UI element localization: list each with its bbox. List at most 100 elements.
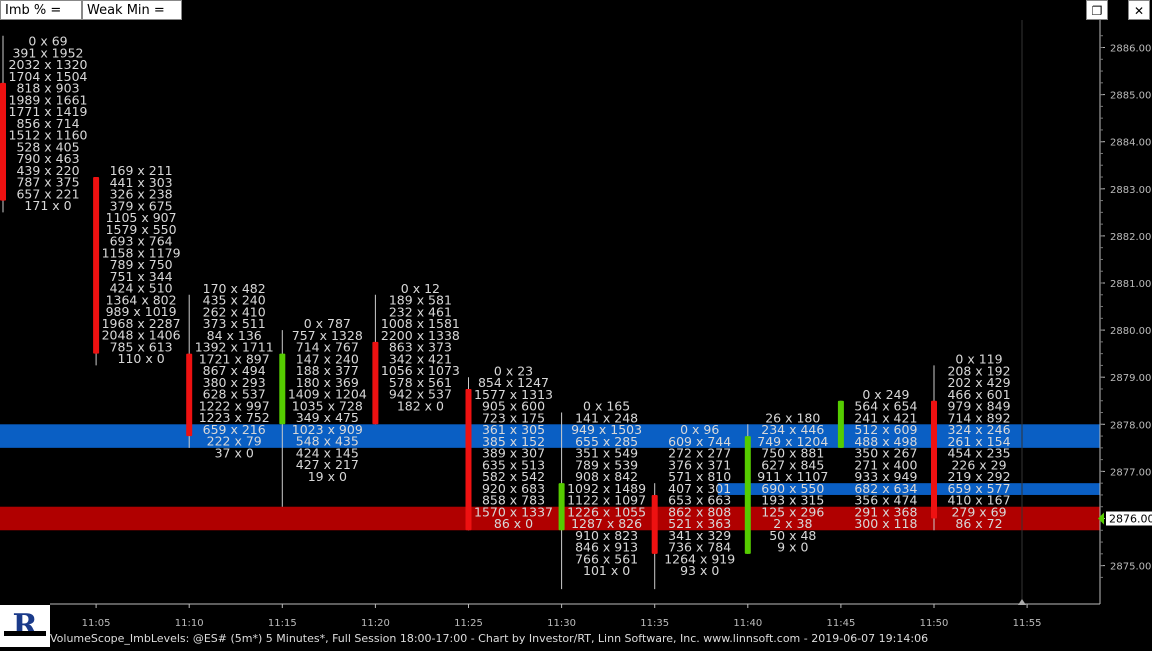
footprint-cell: 279 x 69: [951, 504, 1006, 519]
x-tick-label: 11:30: [547, 618, 576, 629]
y-tick-label: 2883.00: [1110, 185, 1151, 196]
footprint-cell: 2032 x 1320: [9, 57, 88, 72]
y-tick-label: 2882.00: [1110, 232, 1151, 243]
logo-letter: R: [13, 608, 39, 643]
footprint-cell: 751 x 344: [110, 269, 173, 284]
footprint-cell: 261 x 154: [947, 434, 1010, 449]
footprint-cell: 193 x 315: [761, 493, 824, 508]
footprint-cell: 0 x 69: [28, 34, 67, 49]
footprint-cell: 1056 x 1073: [381, 363, 460, 378]
footprint-cell: 2048 x 1406: [102, 328, 181, 343]
footprint-cell: 222 x 79: [207, 434, 262, 449]
footprint-cell: 2200 x 1338: [381, 328, 460, 343]
footprint-cell: 1223 x 752: [199, 410, 270, 425]
footprint-cell: 188 x 377: [296, 363, 359, 378]
footprint-cell: 1008 x 1581: [381, 316, 460, 331]
footprint-cell: 50 x 48: [769, 528, 816, 543]
footprint-cell: 528 x 405: [16, 139, 79, 154]
footprint-cell: 790 x 463: [16, 151, 79, 166]
footprint-cell: 933 x 949: [854, 469, 917, 484]
candle-body-11:25[interactable]: [465, 388, 472, 531]
footprint-cell: 863 x 373: [389, 340, 452, 355]
footprint-cell: 1704 x 1504: [9, 69, 88, 84]
footprint-cell: 189 x 581: [389, 293, 452, 308]
footprint-cell: 271 x 400: [854, 457, 917, 472]
footprint-cell: 110 x 0: [118, 351, 165, 366]
footprint-cell: 0 x 787: [304, 316, 351, 331]
candle-body-11:45[interactable]: [837, 400, 844, 448]
footprint-cell: 84 x 136: [207, 328, 262, 343]
footprint-cell: 1409 x 1204: [288, 387, 367, 402]
footprint-cell: 101 x 0: [583, 563, 630, 578]
footprint-cell: 0 x 119: [955, 352, 1002, 367]
footprint-cell: 380 x 293: [203, 375, 266, 390]
footprint-cell: 1158 x 1179: [102, 245, 181, 260]
footprint-cell: 272 x 277: [668, 446, 731, 461]
footprint-cell: 942 x 537: [389, 387, 452, 402]
footprint-cell: 300 x 118: [854, 516, 917, 531]
footprint-cell: 846 x 913: [575, 540, 638, 555]
footprint-cell: 682 x 634: [854, 481, 917, 496]
footprint-cell: 1122 x 1097: [567, 493, 646, 508]
footprint-cell: 911 x 1107: [757, 469, 828, 484]
x-tick-label: 11:25: [454, 618, 483, 629]
footprint-cell: 571 x 810: [668, 469, 731, 484]
candle-body-11:50[interactable]: [931, 400, 937, 519]
chart-caption: VolumeScope_ImbLevels: @ES# (5m*) 5 Minu…: [50, 632, 929, 645]
candle-body-11:05[interactable]: [93, 177, 100, 354]
footprint-cell: 0 x 23: [494, 363, 533, 378]
candle-body-11:20[interactable]: [372, 341, 379, 425]
footprint-cell: 818 x 903: [16, 81, 79, 96]
x-tick-label: 11:10: [175, 618, 204, 629]
footprint-cell: 1579 x 550: [106, 222, 177, 237]
ask-imbalance-band-1: [717, 483, 1100, 495]
footprint-cell: 1392 x 1711: [195, 340, 274, 355]
footprint-cell: 862 x 808: [668, 504, 731, 519]
footprint-cell: 920 x 683: [482, 481, 545, 496]
footprint-cell: 1364 x 802: [106, 292, 177, 307]
current-price-label: 2876.00: [1109, 513, 1152, 526]
candle-body-11:35[interactable]: [651, 494, 658, 554]
footprint-cell: 356 x 474: [854, 493, 917, 508]
y-tick-label: 2878.00: [1110, 420, 1151, 431]
footprint-cell: 564 x 654: [854, 399, 917, 414]
footprint-cell: 439 x 220: [16, 163, 79, 178]
weak-min-label[interactable]: Weak Min = 100: [82, 0, 182, 38]
footprint-cell: 342 x 421: [389, 351, 452, 366]
candle-body-11:10[interactable]: [186, 353, 193, 437]
footprint-cell: 350 x 267: [854, 446, 917, 461]
footprint-cell: 1035 x 728: [292, 398, 363, 413]
footprint-cell: 232 x 461: [389, 304, 452, 319]
candle-body-11:00[interactable]: [0, 82, 6, 201]
y-tick-label: 2877.00: [1110, 467, 1151, 478]
footprint-cell: 854 x 1247: [478, 375, 549, 390]
footprint-cell: 19 x 0: [308, 469, 347, 484]
footprint-cell: 424 x 510: [110, 281, 173, 296]
footprint-cell: 125 x 296: [761, 504, 824, 519]
footprint-cell: 690 x 550: [761, 481, 824, 496]
footprint-cell: 910 x 823: [575, 528, 638, 543]
scroll-marker-icon[interactable]: [1018, 599, 1026, 605]
x-tick-label: 11:35: [640, 618, 669, 629]
footprint-cell: 208 x 192: [947, 363, 1010, 378]
y-tick-label: 2885.00: [1110, 91, 1151, 102]
candle-body-11:30[interactable]: [558, 483, 565, 531]
footprint-cell: 326 x 238: [110, 187, 173, 202]
close-icon[interactable]: ✕: [1128, 0, 1150, 20]
footprint-cell: 1989 x 1661: [9, 92, 88, 107]
footprint-cell: 949 x 1503: [571, 422, 642, 437]
candle-body-11:40[interactable]: [744, 436, 751, 554]
footprint-cell: 723 x 175: [482, 410, 545, 425]
footprint-cell: 435 x 240: [203, 293, 266, 308]
x-tick-label: 11:45: [826, 618, 855, 629]
x-tick-label: 11:20: [361, 618, 390, 629]
x-tick-label: 11:40: [733, 618, 762, 629]
x-tick-label: 11:55: [1013, 618, 1042, 629]
candle-body-11:15[interactable]: [279, 353, 286, 425]
imbalance-percent-label[interactable]: Imb % = 200: [0, 0, 82, 38]
footprint-cell: 373 x 511: [203, 316, 266, 331]
restore-window-icon[interactable]: ❐: [1086, 0, 1108, 20]
footprint-cell: 466 x 601: [947, 387, 1010, 402]
